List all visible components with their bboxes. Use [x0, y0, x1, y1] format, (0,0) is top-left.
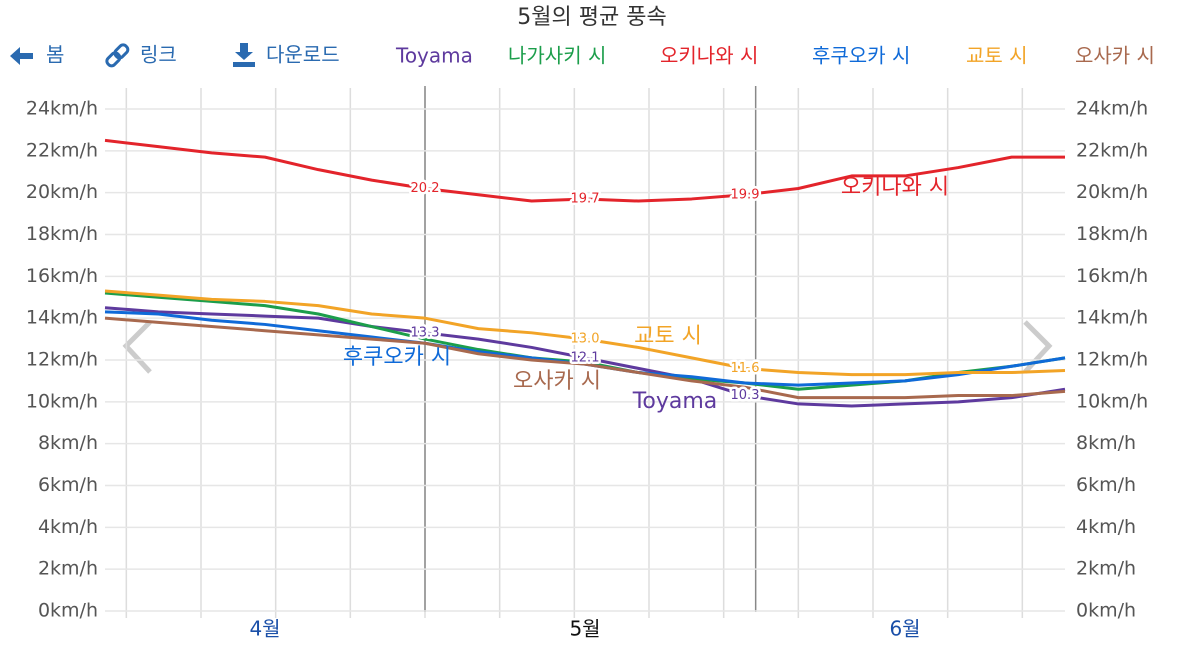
legend-entry[interactable]: 후쿠오카 시	[812, 44, 910, 68]
legend-entry[interactable]: 오키나와 시	[660, 44, 758, 68]
y2-tick-label: 12km/h	[1076, 349, 1148, 371]
legend-entry[interactable]: 교토 시	[966, 44, 1028, 68]
series-name-label: Toyama	[632, 389, 718, 414]
series-line	[104, 306, 1066, 408]
y2-tick-label: 24km/h	[1076, 98, 1148, 120]
download-button[interactable]: 다운로드	[233, 43, 340, 68]
x-tick-label: 5월	[569, 617, 600, 641]
y-tick-label: 2km/h	[38, 558, 98, 580]
prev-chevron	[122, 320, 152, 374]
series-name-label: 후쿠오카 시	[343, 345, 451, 370]
y-tick-label: 0km/h	[38, 600, 98, 622]
y2-tick-label: 16km/h	[1076, 265, 1148, 287]
y-tick-label: 4km/h	[38, 516, 98, 538]
value-label: 20.2	[411, 181, 440, 196]
y-tick-label: 8km/h	[38, 432, 98, 454]
back-icon	[10, 47, 33, 65]
download-icon	[233, 43, 255, 67]
series-line	[104, 289, 1066, 377]
y2-tick-label: 2km/h	[1076, 558, 1136, 580]
y-tick-label: 12km/h	[26, 349, 98, 371]
y2-tick-label: 6km/h	[1076, 474, 1136, 496]
legend-entry[interactable]: 오사카 시	[1075, 44, 1155, 68]
y2-tick-label: 22km/h	[1076, 139, 1148, 161]
y-tick-label: 16km/h	[26, 265, 98, 287]
y-tick-label: 18km/h	[26, 223, 98, 245]
value-label: 13.0	[571, 332, 600, 347]
y2-tick-label: 14km/h	[1076, 307, 1148, 329]
value-label: 12.1	[571, 350, 600, 365]
y2-tick-label: 8km/h	[1076, 432, 1136, 454]
legend-entry[interactable]: Toyama	[395, 44, 473, 68]
y2-tick-label: 20km/h	[1076, 181, 1148, 203]
value-label: 19.9	[731, 187, 760, 202]
y-tick-label: 20km/h	[26, 181, 98, 203]
y-tick-label: 22km/h	[26, 139, 98, 161]
value-label: 11.6	[731, 361, 760, 376]
back-label: 봄	[46, 43, 64, 67]
value-label: 19.7	[571, 191, 600, 206]
download-label: 다운로드	[266, 43, 340, 67]
y-tick-label: 6km/h	[38, 474, 98, 496]
series-name-label: 오키나와 시	[841, 175, 949, 200]
y2-tick-label: 18km/h	[1076, 223, 1148, 245]
chart-title: 5월의 평균 풍속	[517, 5, 666, 30]
y2-tick-label: 10km/h	[1076, 390, 1148, 412]
y-tick-label: 10km/h	[26, 390, 98, 412]
prev-arrow[interactable]	[122, 320, 152, 374]
y2-tick-label: 4km/h	[1076, 516, 1136, 538]
link-button[interactable]: 링크	[105, 43, 177, 68]
legend-entry[interactable]: 나가사키 시	[508, 44, 606, 68]
value-label: 13.3	[411, 325, 440, 340]
series-line	[104, 138, 1065, 203]
link-icon	[105, 43, 130, 68]
value-label: 10.3	[731, 388, 760, 403]
series-line	[104, 316, 1066, 400]
x-tick-label[interactable]: 4월	[249, 617, 280, 641]
y-tick-label: 24km/h	[26, 98, 98, 120]
back-button[interactable]: 봄	[10, 43, 64, 67]
series-name-label: 오사카 시	[513, 369, 601, 394]
x-tick-label[interactable]: 6월	[889, 617, 920, 641]
series-name-label: 교토 시	[634, 324, 702, 349]
y2-tick-label: 0km/h	[1076, 600, 1136, 622]
link-label: 링크	[140, 43, 177, 67]
y-tick-label: 14km/h	[26, 307, 98, 329]
